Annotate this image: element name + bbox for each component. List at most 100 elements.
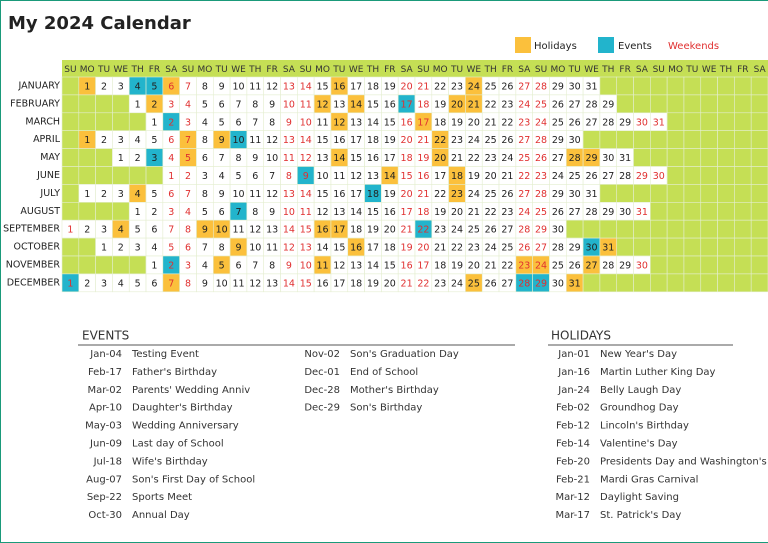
day-number: 13 [283, 81, 295, 92]
day-number: 28 [518, 278, 530, 289]
day-cell [78, 166, 96, 185]
day-number: 31 [636, 207, 648, 218]
day-cell [734, 255, 752, 275]
day-number: 16 [401, 260, 413, 271]
day-cell [700, 184, 718, 203]
event-date: May-03 [85, 421, 122, 432]
day-number: 10 [283, 207, 295, 218]
weekday-label: TU [215, 65, 228, 75]
day-number: 5 [219, 117, 225, 128]
holidays-title: HOLIDAYS [551, 329, 611, 343]
day-number: 8 [286, 171, 292, 182]
day-cell [666, 202, 685, 221]
day-cell [750, 148, 768, 167]
day-cell [734, 148, 752, 167]
day-number: 24 [451, 278, 463, 289]
day-number: 3 [135, 243, 141, 254]
weekday-label: MO [197, 65, 212, 75]
month-name: JANUARY [18, 80, 61, 91]
day-number: 22 [434, 81, 446, 92]
event-name: Last day of School [132, 439, 224, 450]
day-number: 22 [485, 99, 497, 110]
day-number: 27 [552, 153, 564, 164]
day-number: 8 [185, 225, 191, 236]
day-number: 23 [451, 189, 463, 200]
day-number: 9 [219, 135, 225, 146]
day-cell [633, 148, 651, 167]
day-number: 9 [286, 117, 292, 128]
legend-events: Events [618, 41, 652, 52]
day-number: 22 [468, 153, 480, 164]
holiday-name: Daylight Saving [600, 492, 679, 503]
day-number: 29 [552, 189, 564, 200]
day-number: 27 [569, 99, 581, 110]
day-number: 20 [417, 243, 429, 254]
day-cell [734, 130, 752, 149]
day-number: 23 [451, 135, 463, 146]
day-cell [61, 184, 80, 203]
day-cell [717, 94, 735, 114]
weekday-label: SU [64, 65, 76, 75]
day-number: 10 [266, 153, 278, 164]
day-number: 23 [468, 243, 480, 254]
day-number: 23 [518, 117, 530, 128]
day-cell [582, 130, 601, 149]
day-number: 10 [232, 81, 244, 92]
day-cell [78, 112, 96, 132]
day-number: 28 [518, 225, 530, 236]
day-cell [650, 237, 668, 257]
day-cell [700, 148, 718, 167]
day-number: 6 [168, 81, 174, 92]
day-number: 24 [485, 243, 497, 254]
day-cell [650, 130, 668, 149]
day-number: 17 [350, 189, 362, 200]
day-number: 4 [118, 225, 124, 236]
day-number: 6 [219, 99, 225, 110]
day-number: 4 [151, 243, 157, 254]
day-number: 16 [417, 171, 429, 182]
day-number: 19 [434, 99, 446, 110]
day-number: 29 [602, 207, 614, 218]
day-cell [61, 148, 80, 167]
event-name: Parents' Wedding Anniv [132, 385, 250, 396]
day-number: 29 [535, 278, 547, 289]
day-number: 26 [501, 189, 513, 200]
day-cell [717, 237, 735, 257]
day-number: 29 [535, 225, 547, 236]
day-cell [599, 219, 618, 239]
day-number: 23 [518, 260, 530, 271]
weekday-label: SU [300, 65, 312, 75]
day-number: 15 [401, 171, 413, 182]
day-number: 13 [317, 153, 329, 164]
day-number: 1 [101, 243, 107, 254]
day-number: 5 [135, 278, 141, 289]
day-number: 14 [300, 135, 312, 146]
day-cell [95, 94, 113, 114]
day-number: 29 [552, 81, 564, 92]
day-cell [750, 255, 768, 275]
day-cell [128, 166, 147, 185]
day-number: 12 [317, 99, 329, 110]
day-number: 30 [552, 278, 564, 289]
day-cell [717, 76, 735, 96]
day-number: 10 [232, 135, 244, 146]
day-number: 19 [384, 81, 396, 92]
day-number: 1 [67, 225, 73, 236]
day-number: 4 [219, 171, 225, 182]
day-cell [683, 130, 702, 149]
day-cell [750, 273, 768, 293]
holiday-date: Feb-14 [556, 439, 590, 450]
month-name: MAY [40, 152, 60, 163]
day-number: 6 [202, 153, 208, 164]
day-number: 22 [417, 278, 429, 289]
day-cell [61, 166, 80, 185]
day-cell [717, 148, 735, 167]
day-number: 11 [249, 189, 261, 200]
day-cell [616, 94, 634, 114]
day-number: 4 [168, 153, 174, 164]
day-number: 3 [118, 189, 124, 200]
day-cell [666, 112, 685, 132]
day-number: 7 [252, 260, 258, 271]
day-number: 21 [417, 81, 429, 92]
